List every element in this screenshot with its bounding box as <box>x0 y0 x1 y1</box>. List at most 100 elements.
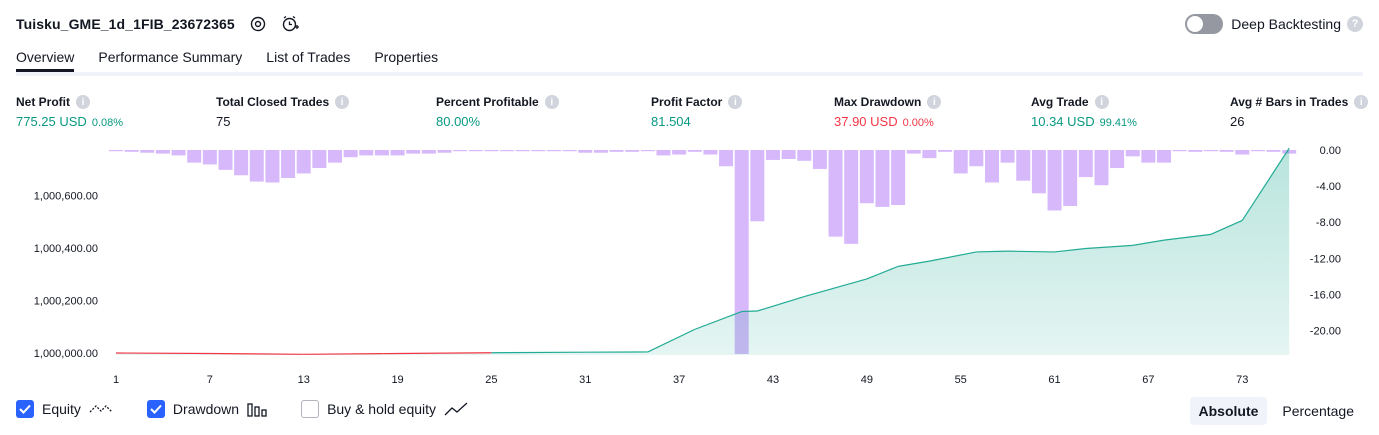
metric-label: Max Drawdown <box>834 95 922 109</box>
equity-segment <box>209 352 304 355</box>
drawdown-bar <box>1000 150 1015 163</box>
legend-buy-hold[interactable]: Buy & hold equity <box>301 400 468 418</box>
metric-profit-factor: Profit Factor i 81.504 <box>651 94 743 129</box>
equity-segment <box>757 295 805 312</box>
toggle-knob <box>1187 16 1204 32</box>
tab-list-of-trades[interactable]: List of Trades <box>266 49 351 65</box>
tab-properties[interactable]: Properties <box>374 49 439 65</box>
equity-segment <box>1163 233 1212 241</box>
equity-segment <box>1054 247 1086 253</box>
info-icon[interactable]: i <box>1354 95 1369 109</box>
drawdown-bar <box>453 150 468 152</box>
tab-overview[interactable]: Overview <box>16 46 75 72</box>
metric-percent: 0.00% <box>902 117 934 129</box>
deep-backtesting: Deep Backtesting ? <box>1185 14 1363 34</box>
metric-label: Profit Factor <box>651 95 723 109</box>
drawdown-bar <box>312 150 327 169</box>
metric-value: 75 <box>216 114 231 129</box>
drawdown-bar <box>875 150 890 207</box>
drawdown-bar <box>765 150 780 160</box>
drawdown-bar <box>812 150 827 169</box>
drawdown-bar <box>109 150 123 152</box>
drawdown-bar <box>797 150 812 161</box>
drawdown-bar <box>1094 150 1109 186</box>
metric-value: 775.25 USD <box>16 114 87 129</box>
drawdown-bar <box>781 150 796 160</box>
equity-segment <box>1210 219 1243 235</box>
drawdown-bar <box>1157 150 1172 163</box>
equity-tick-label: 1,000,600.00 <box>34 191 98 203</box>
legend-equity[interactable]: Equity <box>16 400 113 418</box>
drawdown-bars <box>109 150 1297 354</box>
metric-avg-bars: Avg # Bars in Trades i 26 <box>1230 94 1369 129</box>
trade-tick-label: 73 <box>1236 374 1248 386</box>
drawdown-bar <box>296 150 311 174</box>
info-icon[interactable]: i <box>728 95 743 109</box>
drawdown-bar <box>1235 150 1250 155</box>
drawdown-bar <box>406 150 421 154</box>
drawdown-bar <box>390 150 405 156</box>
trade-tick-label: 31 <box>579 374 591 386</box>
drawdown-bar <box>265 150 280 183</box>
info-icon[interactable]: i <box>544 95 559 109</box>
drawdown-bar <box>1063 150 1078 206</box>
metric-value: 80.00% <box>436 114 481 129</box>
equity-segment <box>804 278 867 298</box>
drawdown-bar <box>343 150 358 158</box>
drawdown-tick-label: -20.00 <box>1310 326 1341 338</box>
buy-hold-checkbox[interactable] <box>301 400 320 418</box>
header: Tuisku_GME_1d_1FIB_23672365 <box>16 12 299 36</box>
settings-icon[interactable] <box>249 15 267 33</box>
legend-drawdown[interactable]: Drawdown <box>146 400 267 418</box>
drawdown-bar <box>1188 150 1203 152</box>
equity-segment <box>741 310 758 313</box>
drawdown-bar <box>828 150 843 237</box>
metric-label: Avg # Bars in Trades <box>1230 95 1349 109</box>
equity-drawdown-chart[interactable]: 1,000,000.00 1,000,200.00 1,000,400.00 1,00… <box>0 140 1379 390</box>
info-icon[interactable]: i <box>335 95 350 109</box>
drawdown-bar <box>703 150 718 155</box>
deep-backtesting-label: Deep Backtesting <box>1231 16 1341 32</box>
equity-segment <box>1132 239 1165 246</box>
trade-tick-label: 1 <box>113 374 119 386</box>
drawdown-bar <box>734 150 749 354</box>
trade-tick-label: 25 <box>485 374 497 386</box>
legend-equity-label: Equity <box>42 401 81 417</box>
drawdown-bar <box>953 150 968 174</box>
drawdown-bar <box>1172 150 1187 152</box>
trade-tick-label: 49 <box>861 374 873 386</box>
drawdown-bar <box>327 150 342 163</box>
metric-percent: 99.41% <box>1099 117 1137 129</box>
drawdown-bar <box>187 150 202 163</box>
strategy-title: Tuisku_GME_1d_1FIB_23672365 <box>16 16 235 32</box>
equity-segment <box>647 328 696 353</box>
absolute-button[interactable]: Absolute <box>1189 397 1268 425</box>
equity-segment <box>1007 250 1055 253</box>
metric-label: Avg Trade <box>1031 95 1089 109</box>
metric-value: 81.504 <box>651 114 691 129</box>
trade-tick-label: 19 <box>391 374 403 386</box>
equity-axis: 1,000,000.00 1,000,200.00 1,000,400.00 1,00… <box>34 191 98 361</box>
metric-value: 26 <box>1230 114 1245 129</box>
drawdown-bar <box>859 150 874 204</box>
equity-segment <box>491 351 586 354</box>
drawdown-bar <box>938 150 953 152</box>
drawdown-bar <box>155 150 170 154</box>
add-alert-icon[interactable] <box>281 15 299 33</box>
tab-performance-summary[interactable]: Performance Summary <box>98 49 243 65</box>
deep-backtesting-toggle[interactable] <box>1185 14 1224 34</box>
percentage-button[interactable]: Percentage <box>1282 403 1354 419</box>
info-icon[interactable]: i <box>1094 95 1109 109</box>
help-icon[interactable]: ? <box>1347 16 1363 32</box>
metric-avg-trade: Avg Trade i 10.34 USD 99.41% <box>1031 94 1137 129</box>
info-icon[interactable]: i <box>76 95 90 109</box>
info-icon[interactable]: i <box>927 95 942 109</box>
equity-checkbox[interactable] <box>16 400 34 418</box>
chart-legend: Equity Drawdown Buy & hold equity <box>16 400 502 418</box>
drawdown-checkbox[interactable] <box>146 400 165 418</box>
drawdown-bar <box>515 150 530 152</box>
drawdown-bar <box>249 150 264 182</box>
drawdown-bar <box>593 150 608 153</box>
drawdown-bar <box>1078 150 1093 178</box>
drawdown-bar <box>1110 150 1125 169</box>
